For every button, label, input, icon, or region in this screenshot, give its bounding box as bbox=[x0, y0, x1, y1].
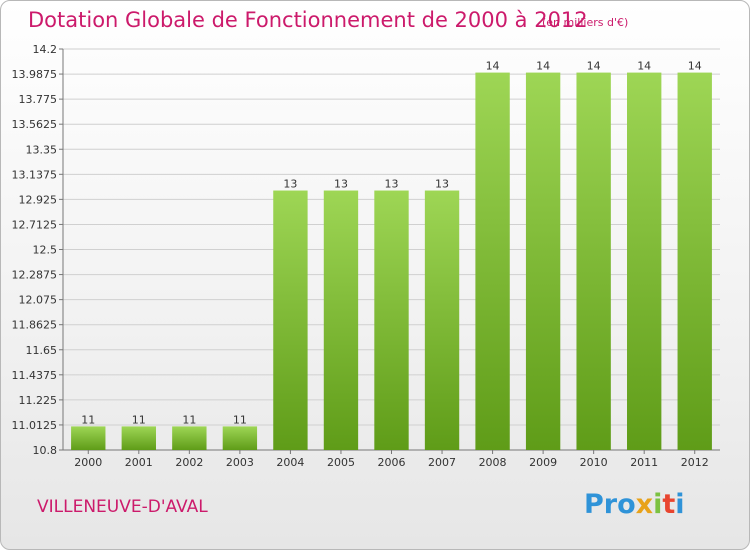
x-tick-label: 2002 bbox=[175, 456, 203, 469]
data-label-2010: 14 bbox=[587, 60, 601, 73]
x-tick-label: 2001 bbox=[125, 456, 153, 469]
bar-2003 bbox=[222, 426, 258, 450]
data-label-2005: 13 bbox=[334, 178, 348, 191]
proxiti-logo: Proxiti bbox=[584, 489, 685, 520]
y-tick-label: 11.65 bbox=[26, 344, 58, 357]
y-tick-label: 13.775 bbox=[19, 93, 58, 106]
y-tick-label: 11.8625 bbox=[12, 319, 58, 332]
data-label-2004: 13 bbox=[283, 178, 297, 191]
chart-title: Dotation Globale de Fonctionnement de 20… bbox=[28, 8, 588, 32]
bar-2011 bbox=[627, 72, 662, 451]
bar-2012 bbox=[677, 72, 712, 451]
bar-2009 bbox=[525, 72, 561, 451]
bar-2000 bbox=[71, 426, 106, 450]
bar-2004 bbox=[273, 190, 308, 450]
y-tick-label: 12.2875 bbox=[12, 269, 58, 282]
chart-unit: (en milliers d'€) bbox=[542, 16, 629, 29]
y-tick-label: 12.075 bbox=[19, 294, 58, 307]
x-tick-label: 2010 bbox=[580, 456, 608, 469]
data-label-2012: 14 bbox=[688, 60, 702, 73]
data-label-2002: 11 bbox=[182, 413, 196, 426]
x-tick-label: 2009 bbox=[529, 456, 557, 469]
y-tick-label: 12.925 bbox=[19, 193, 58, 206]
y-tick-label: 13.35 bbox=[26, 143, 58, 156]
data-label-2009: 14 bbox=[536, 60, 550, 73]
commune-name: VILLENEUVE-D'AVAL bbox=[37, 497, 208, 517]
x-tick-label: 2004 bbox=[276, 456, 304, 469]
bar-2001 bbox=[121, 426, 156, 450]
y-tick-label: 10.8 bbox=[33, 444, 58, 457]
x-tick-label: 2008 bbox=[479, 456, 507, 469]
data-label-2003: 11 bbox=[233, 413, 247, 426]
y-tick-label: 12.5 bbox=[33, 244, 58, 257]
x-tick-label: 2011 bbox=[630, 456, 658, 469]
data-label-2008: 14 bbox=[486, 60, 500, 73]
y-tick-label: 13.1375 bbox=[12, 168, 58, 181]
bar-2005 bbox=[323, 190, 359, 450]
bar-2007 bbox=[424, 190, 460, 450]
data-label-2001: 11 bbox=[132, 413, 146, 426]
data-label-2000: 11 bbox=[81, 413, 95, 426]
x-tick-label: 2006 bbox=[378, 456, 406, 469]
logo-part: i bbox=[653, 489, 663, 520]
x-tick-label: 2003 bbox=[226, 456, 254, 469]
bar-2002 bbox=[172, 426, 207, 450]
bar-2008 bbox=[475, 72, 510, 451]
y-tick-label: 11.0125 bbox=[12, 419, 58, 432]
logo-part: Pro bbox=[584, 489, 636, 520]
y-tick-label: 11.225 bbox=[19, 394, 58, 407]
data-label-2011: 14 bbox=[637, 60, 651, 73]
x-tick-label: 2007 bbox=[428, 456, 456, 469]
logo-part: x bbox=[635, 489, 654, 520]
bar-2006 bbox=[374, 190, 409, 450]
logo-part: t bbox=[662, 489, 676, 520]
bar-2010 bbox=[576, 72, 611, 451]
y-tick-label: 13.5625 bbox=[12, 118, 58, 131]
y-tick-label: 14.2 bbox=[33, 43, 58, 56]
data-label-2006: 13 bbox=[385, 178, 399, 191]
x-tick-label: 2000 bbox=[74, 456, 102, 469]
data-label-2007: 13 bbox=[435, 178, 449, 191]
x-tick-label: 2005 bbox=[327, 456, 355, 469]
logo-part: i bbox=[675, 489, 685, 520]
x-tick-label: 2012 bbox=[681, 456, 709, 469]
y-tick-label: 12.7125 bbox=[12, 218, 58, 231]
y-tick-label: 13.9875 bbox=[12, 68, 58, 81]
y-tick-label: 11.4375 bbox=[12, 369, 58, 382]
